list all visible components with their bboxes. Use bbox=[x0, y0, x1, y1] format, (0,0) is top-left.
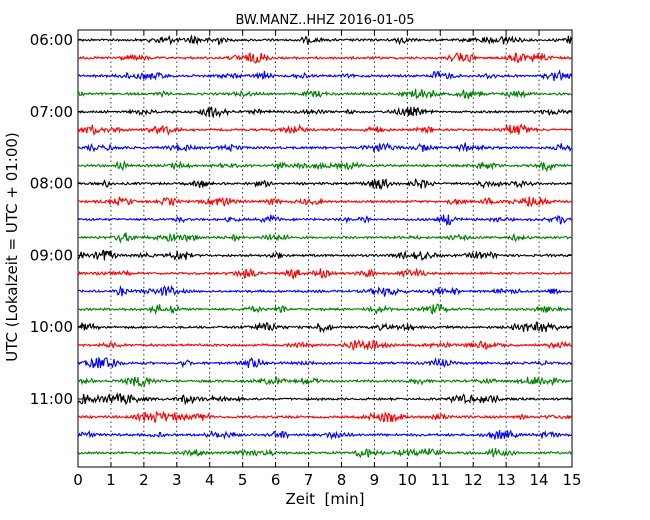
trace-group bbox=[77, 33, 573, 459]
x-tick-label: 8 bbox=[337, 471, 347, 489]
x-tick-label: 6 bbox=[271, 471, 281, 489]
plot-frame bbox=[77, 29, 573, 468]
x-tick-label: 14 bbox=[530, 471, 549, 489]
seismogram-trace bbox=[77, 249, 572, 262]
seismogram-trace bbox=[77, 142, 572, 153]
seismogram-trace bbox=[77, 356, 573, 369]
x-tick-label: 2 bbox=[139, 471, 149, 489]
x-tick-label: 13 bbox=[497, 471, 516, 489]
x-tick-label: 0 bbox=[73, 471, 83, 489]
x-axis-label: Zeit [min] bbox=[285, 490, 364, 508]
seismogram-trace bbox=[77, 284, 572, 298]
seismogram-trace bbox=[77, 123, 573, 136]
y-tick-label: 10:00 bbox=[30, 318, 73, 336]
x-tick-label: 1 bbox=[106, 471, 116, 489]
x-tick-label: 11 bbox=[431, 471, 450, 489]
seismogram-trace bbox=[77, 88, 572, 100]
seismogram-trace bbox=[77, 232, 572, 244]
y-tick-label: 08:00 bbox=[30, 175, 73, 193]
x-tick-label: 9 bbox=[370, 471, 380, 489]
seismogram-trace bbox=[77, 69, 573, 82]
seismogram-trace bbox=[77, 33, 573, 46]
seismogram-trace bbox=[77, 267, 572, 280]
seismogram-trace bbox=[77, 375, 572, 388]
plot-area: 0 1 2 3 4 5 6 7 8 9 10 11 12 13 14 15 06:0007:0008:0009… bbox=[30, 29, 582, 489]
y-tick-label: 11:00 bbox=[30, 390, 73, 408]
x-tick-label: 12 bbox=[464, 471, 483, 489]
x-tick-label: 3 bbox=[172, 471, 182, 489]
seismogram-trace bbox=[77, 196, 573, 208]
seismogram-trace bbox=[77, 429, 573, 441]
seismogram-trace bbox=[77, 321, 572, 334]
x-gridlines bbox=[110, 30, 540, 467]
seismogram-trace bbox=[77, 159, 572, 173]
y-tick-label: 07:00 bbox=[30, 103, 73, 121]
seismogram-trace bbox=[77, 410, 572, 423]
seismogram-trace bbox=[77, 339, 573, 352]
x-tick-label: 10 bbox=[398, 471, 417, 489]
seismogram-trace bbox=[77, 106, 572, 119]
seismogram-trace bbox=[77, 447, 573, 459]
seismogram-trace bbox=[77, 178, 572, 191]
y-tick-label: 06:00 bbox=[30, 31, 73, 49]
seismogram-trace bbox=[77, 303, 572, 316]
chart-title: BW.MANZ..HHZ 2016-01-05 bbox=[235, 13, 414, 28]
seismogram-trace bbox=[77, 52, 572, 64]
x-ticks: 0 1 2 3 4 5 6 7 8 9 10 11 12 13 14 15 bbox=[73, 30, 582, 489]
x-tick-label: 5 bbox=[238, 471, 248, 489]
y-axis-label: UTC (Lokalzeit = UTC + 01:00) bbox=[3, 132, 21, 362]
x-tick-label: 4 bbox=[205, 471, 215, 489]
seismogram-trace bbox=[77, 392, 572, 406]
x-tick-label: 15 bbox=[562, 471, 581, 489]
y-ticks: 06:00 07:00 08:00 09:00 10:00 11:00 bbox=[30, 31, 572, 408]
seismogram-trace bbox=[77, 214, 572, 227]
y-tick-label: 09:00 bbox=[30, 246, 73, 264]
x-tick-label: 7 bbox=[304, 471, 314, 489]
